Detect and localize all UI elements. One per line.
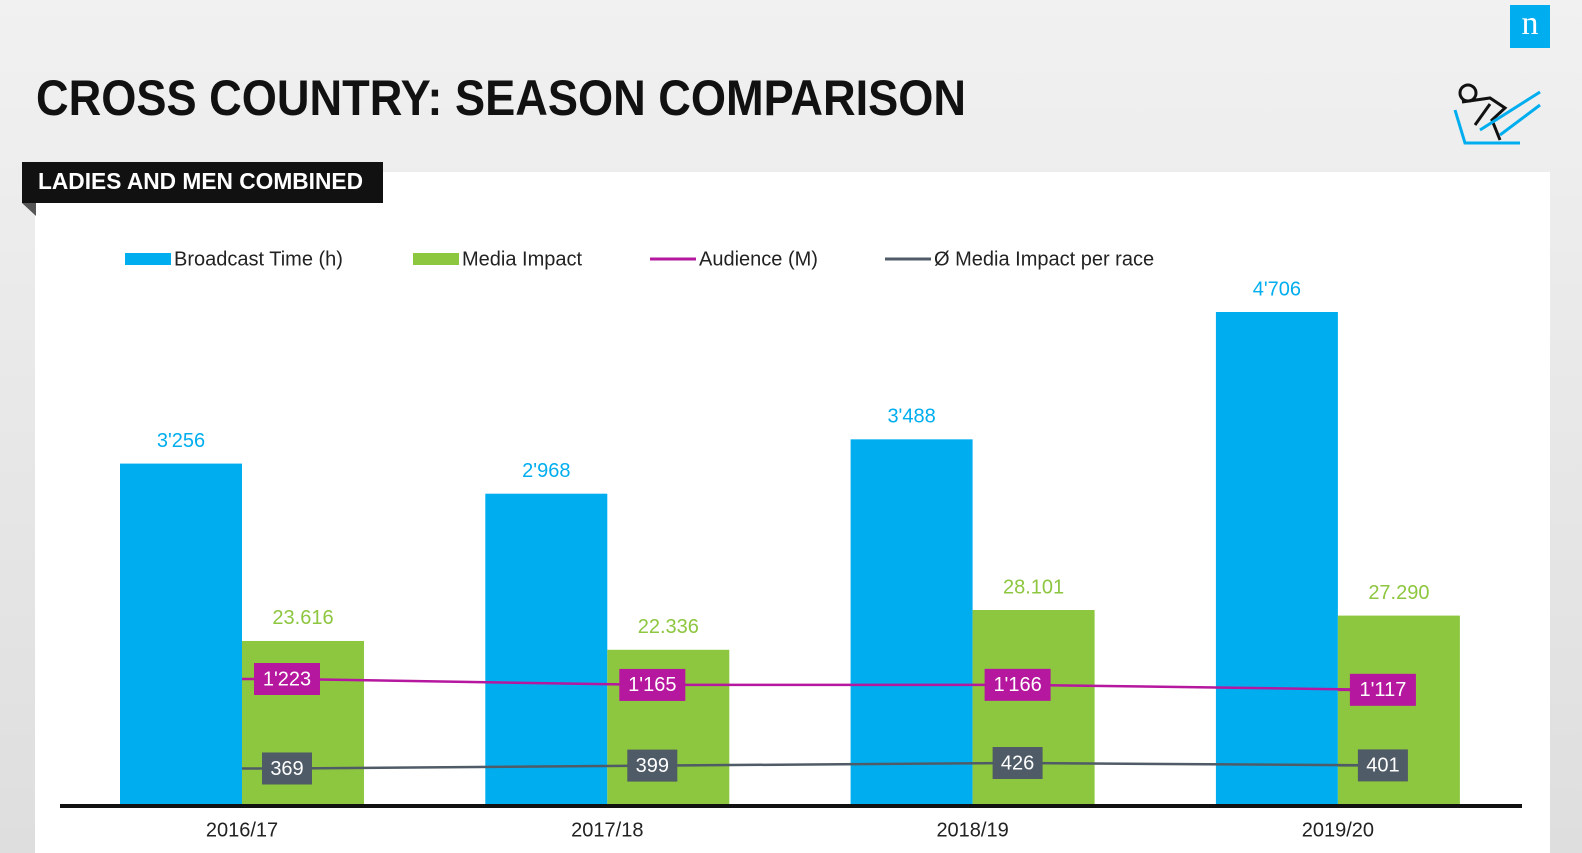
legend-label: Ø Media Impact per race	[934, 248, 1154, 270]
bar-value-label: 28.101	[1003, 576, 1064, 598]
point-label-box	[619, 668, 686, 701]
point-label: 369	[270, 758, 303, 780]
point-label: 1'165	[628, 674, 676, 696]
bar-value-label: 23.616	[272, 607, 333, 629]
x-tick-label: 2017/18	[571, 819, 643, 841]
point-label-box	[984, 668, 1051, 701]
bar	[120, 463, 242, 804]
bar-value-label: 22.336	[638, 616, 699, 638]
bar-value-label: 4'706	[1253, 278, 1301, 300]
legend-swatch	[125, 253, 171, 265]
point-label: 1'117	[1359, 679, 1406, 701]
point-label: 401	[1366, 755, 1399, 777]
legend-swatch	[413, 253, 459, 265]
point-label-box	[1357, 749, 1408, 782]
legend-label: Media Impact	[462, 248, 582, 270]
point-label: 399	[636, 755, 669, 777]
bar-value-label: 27.290	[1368, 582, 1429, 604]
logo-box	[1510, 5, 1550, 48]
point-label-box	[992, 747, 1043, 779]
point-label: 1'223	[263, 668, 311, 690]
point-label-box	[262, 752, 312, 785]
point-label-box	[254, 663, 320, 695]
logo: n	[1522, 5, 1539, 42]
point-label: 1'166	[993, 674, 1041, 696]
x-tick-label: 2019/20	[1302, 819, 1374, 841]
bar	[485, 493, 608, 804]
point-label: 426	[1001, 752, 1034, 774]
tag-fold	[22, 203, 36, 216]
bar-value-label: 3'488	[887, 406, 935, 428]
bar-value-label: 3'256	[157, 430, 205, 452]
x-tick-label: 2016/17	[206, 819, 278, 841]
point-label-box	[1349, 673, 1416, 706]
skier-icon	[1453, 83, 1541, 145]
legend-label: Audience (M)	[699, 248, 818, 270]
bar-value-label: 2'968	[522, 460, 570, 482]
title: CROSS COUNTRY: SEASON COMPARISON	[36, 70, 966, 126]
point-label-box	[627, 749, 678, 782]
legend-label: Broadcast Time (h)	[174, 248, 343, 270]
tag-box	[22, 162, 383, 203]
tag: LADIES AND MEN COMBINED	[38, 168, 363, 194]
bar	[1215, 312, 1338, 804]
x-tick-label: 2018/19	[936, 819, 1008, 841]
bar	[850, 439, 973, 804]
